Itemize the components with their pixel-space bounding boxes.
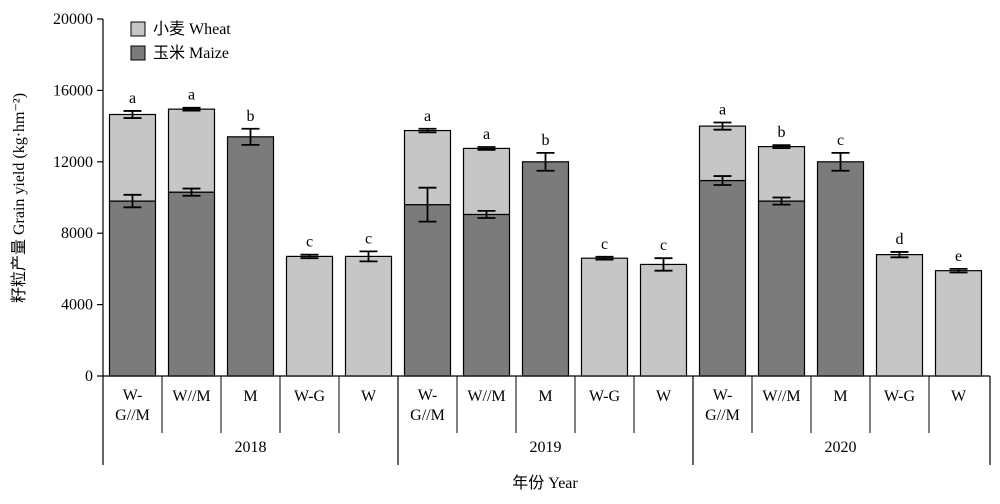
bar-wheat	[462, 147, 511, 216]
significance-letter: a	[483, 126, 490, 143]
x-category-label: W-	[418, 387, 438, 404]
significance-letter: a	[129, 90, 136, 107]
x-category-label: W//M	[762, 388, 800, 405]
x-category-label: W-G	[884, 388, 916, 405]
year-label: 2020	[825, 439, 857, 456]
legend-label: 小麦 Wheat	[153, 20, 231, 38]
x-category-label: W	[656, 388, 672, 405]
bar-maize	[167, 191, 216, 377]
x-category-label: W-	[713, 387, 733, 404]
bar-wheat	[639, 263, 688, 377]
bar-maize	[462, 213, 511, 377]
bar-maize	[403, 204, 452, 377]
significance-letter: c	[837, 132, 844, 149]
x-category-label: M	[538, 388, 552, 405]
significance-letter: c	[660, 237, 667, 254]
bar-wheat	[934, 270, 983, 377]
y-tick-label: 0	[85, 368, 93, 385]
x-category-label: G//M	[410, 407, 445, 424]
x-axis-title: 年份 Year	[512, 474, 578, 492]
y-axis-title: 籽粒产量 Grain yield (kg·hm⁻²)	[10, 93, 28, 303]
error-bars-layer	[123, 106, 968, 274]
bar-wheat	[344, 255, 393, 377]
y-tick-label: 20000	[53, 11, 93, 28]
bar-maize	[521, 161, 570, 377]
x-category-label: W//M	[172, 388, 210, 405]
significance-letter: e	[955, 248, 962, 265]
x-category-layer: W- G//M W//M M W-G W 2018 W- G//M W//M M W-G W 2019 W-…	[102, 376, 991, 465]
legend-swatch	[130, 21, 146, 37]
x-category-label: G//M	[115, 407, 150, 424]
bar-maize	[226, 136, 275, 377]
x-category-label: W-	[123, 387, 143, 404]
significance-letter: a	[719, 102, 726, 119]
legend-swatch	[130, 45, 146, 61]
y-tick-label: 12000	[53, 154, 93, 171]
x-category-label: G//M	[705, 407, 740, 424]
bar-maize	[757, 200, 806, 377]
x-category-label: W//M	[467, 388, 505, 405]
y-tick-label: 16000	[53, 82, 93, 99]
significance-letter: b	[247, 108, 255, 125]
significance-letter: d	[896, 231, 904, 248]
legend-label: 玉米 Maize	[153, 44, 229, 62]
x-category-label: W	[951, 388, 967, 405]
bar-wheat	[580, 257, 629, 377]
y-tick-label: 4000	[61, 297, 93, 314]
significance-letter: a	[188, 87, 195, 104]
year-label: 2019	[530, 439, 562, 456]
bar-maize	[816, 161, 865, 377]
significance-letter: b	[542, 132, 550, 149]
legend: 小麦 Wheat 玉米 Maize	[130, 20, 231, 62]
x-category-label: M	[243, 388, 257, 405]
significance-letters-layer: a a b c c a a b c c a b c d e	[129, 87, 962, 265]
bar-wheat	[108, 113, 157, 202]
bar-maize	[108, 200, 157, 377]
bar-maize	[698, 179, 747, 377]
bar-wheat	[167, 108, 216, 193]
significance-letter: b	[778, 124, 786, 141]
x-category-label: W-G	[294, 388, 326, 405]
bar-wheat	[875, 254, 924, 377]
x-category-label: M	[833, 388, 847, 405]
x-category-label: W-G	[589, 388, 621, 405]
bars-layer	[108, 108, 983, 377]
y-tick-label: 8000	[61, 225, 93, 242]
x-category-label: W	[361, 388, 377, 405]
bar-wheat	[285, 255, 334, 377]
significance-letter: c	[365, 230, 372, 247]
year-label: 2018	[235, 439, 267, 456]
significance-letter: c	[306, 234, 313, 251]
bar-wheat	[698, 125, 747, 182]
significance-letter: a	[424, 108, 431, 125]
significance-letter: c	[601, 236, 608, 253]
bar-wheat	[757, 146, 806, 202]
